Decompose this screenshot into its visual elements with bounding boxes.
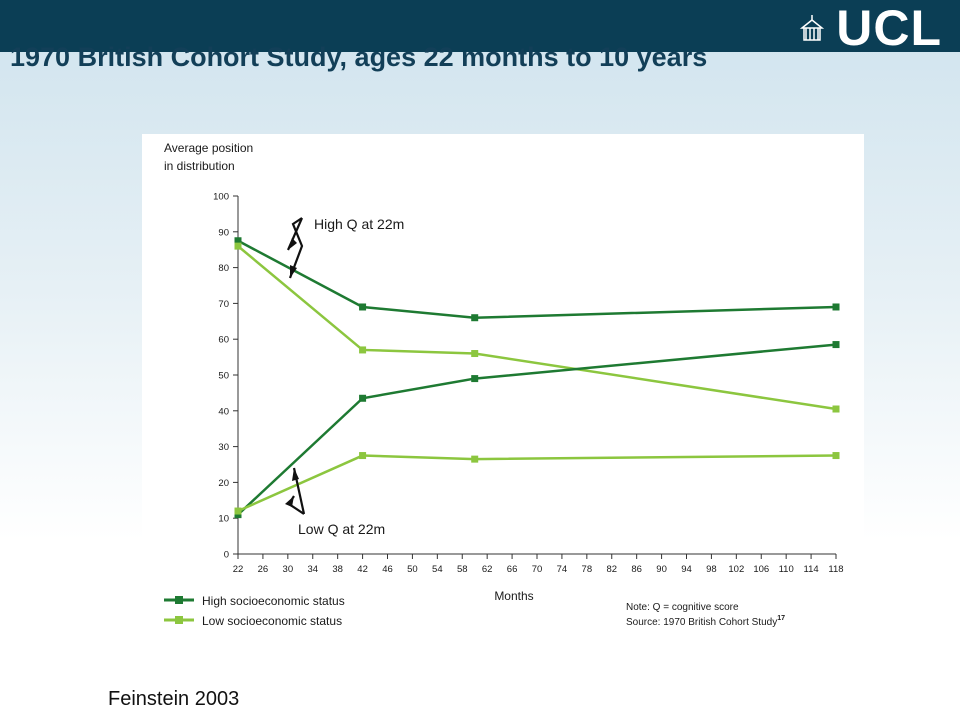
x-tick-label: 90	[656, 564, 667, 575]
series-line	[237, 343, 837, 516]
y-tick-label: 50	[218, 371, 229, 382]
series-layer	[234, 237, 840, 519]
note-source-superscript: 17	[777, 615, 785, 622]
note-source: Source: 1970 British Cohort Study17	[626, 615, 785, 628]
legend-label-high-ses: High socioeconomic status	[202, 594, 345, 608]
x-tick-label: 50	[407, 564, 418, 575]
x-tick-label: 118	[828, 564, 843, 575]
y-tick-label: 20	[218, 478, 229, 489]
y-tick-label: 70	[218, 299, 229, 310]
y-tick-label: 90	[218, 227, 229, 238]
data-point	[832, 303, 840, 311]
data-point	[359, 452, 367, 460]
legend-item-high-ses: High socioeconomic status	[164, 594, 345, 608]
y-tick-label: 100	[213, 192, 229, 203]
y-axis-title: Average position in distribution	[164, 141, 253, 173]
data-point	[234, 242, 242, 250]
x-tick-label: 62	[482, 564, 493, 575]
y-tick-label: 60	[218, 335, 229, 346]
axes: 0 10 20 30 40 50 60 70 80 90 100 22 26 30 34 38 42 46 50 54…	[213, 192, 843, 576]
x-tick-label: 34	[307, 564, 318, 575]
x-tick-label: 114	[804, 564, 819, 575]
x-tick-label: 102	[728, 564, 744, 575]
chart-notes: Note: Q = cognitive score Source: 1970 B…	[626, 602, 785, 628]
annotation-arrowhead	[285, 496, 294, 507]
data-point	[234, 237, 242, 245]
data-point	[471, 375, 479, 383]
annotation-low-q-label: Low Q at 22m	[298, 521, 385, 537]
y-tick-label: 10	[218, 514, 229, 525]
series-line	[237, 454, 837, 513]
legend-label-low-ses: Low socioeconomic status	[202, 614, 342, 628]
x-tick-label: 70	[532, 564, 543, 575]
ucl-logo: UCL	[799, 0, 950, 56]
series-1	[234, 242, 840, 413]
annotation-arrowhead	[290, 265, 297, 278]
annotation-low-q: Low Q at 22m	[285, 467, 385, 537]
data-point	[234, 507, 242, 515]
x-tick-label: 86	[631, 564, 642, 575]
legend: High socioeconomic status Low socioecono…	[164, 594, 345, 628]
series-line	[237, 245, 837, 411]
y-tick-label: 0	[224, 550, 229, 561]
x-tick-label: 58	[457, 564, 468, 575]
x-tick-label: 54	[432, 564, 443, 575]
annotation-arrow	[288, 217, 304, 279]
data-point	[471, 314, 479, 322]
x-tick-label: 82	[606, 564, 617, 575]
x-tick-label: 74	[557, 564, 568, 575]
x-tick-label: 42	[357, 564, 368, 575]
series-line	[237, 239, 837, 319]
x-tick-label: 94	[681, 564, 692, 575]
x-tick-label: 46	[382, 564, 393, 575]
x-tick-label: 78	[582, 564, 593, 575]
chart-panel: Average position in distribution 0 10 20 30…	[142, 134, 864, 648]
y-tick-label: 80	[218, 263, 229, 274]
legend-marker-high-ses	[175, 596, 183, 604]
logo-text: UCL	[836, 0, 942, 56]
x-tick-label: 106	[753, 564, 769, 575]
x-tick-label: 98	[706, 564, 717, 575]
x-tick-label: 110	[779, 564, 794, 575]
line-chart: Average position in distribution 0 10 20 30…	[164, 141, 844, 628]
x-tick-label: 30	[283, 564, 294, 575]
data-point	[359, 394, 367, 402]
series-3	[234, 452, 840, 515]
note-source-text: Source: 1970 British Cohort Study	[626, 617, 777, 628]
slide-title: 1970 British Cohort Study, ages 22 month…	[10, 42, 708, 72]
x-tick-label: 26	[258, 564, 269, 575]
legend-item-low-ses: Low socioeconomic status	[164, 614, 342, 628]
data-point	[359, 346, 367, 354]
data-point	[471, 455, 479, 463]
x-tick-label: 66	[507, 564, 518, 575]
note-q-definition: Note: Q = cognitive score	[626, 602, 739, 613]
legend-marker-low-ses	[175, 616, 183, 624]
header-bar	[0, 0, 960, 52]
x-axis-title: Months	[494, 589, 533, 603]
annotation-arrowhead	[288, 238, 297, 250]
annotation-high-q-label: High Q at 22m	[314, 216, 404, 232]
y-axis-title-line-2: in distribution	[164, 159, 235, 173]
y-tick-label: 40	[218, 406, 229, 417]
y-axis-title-line-1: Average position	[164, 141, 253, 155]
x-tick-label: 38	[332, 564, 343, 575]
series-0	[234, 237, 840, 322]
annotation-high-q: High Q at 22m	[286, 216, 404, 279]
y-tick-label: 30	[218, 442, 229, 453]
data-point	[471, 350, 479, 358]
citation: Feinstein 2003	[108, 688, 240, 710]
data-point	[832, 405, 840, 413]
data-point	[832, 341, 840, 349]
data-point	[234, 511, 242, 519]
series-2	[234, 341, 840, 519]
data-point	[359, 303, 367, 311]
x-tick-label: 22	[233, 564, 244, 575]
ucl-portico-icon	[799, 15, 825, 41]
annotation-arrowhead	[292, 468, 299, 481]
data-point	[832, 452, 840, 460]
